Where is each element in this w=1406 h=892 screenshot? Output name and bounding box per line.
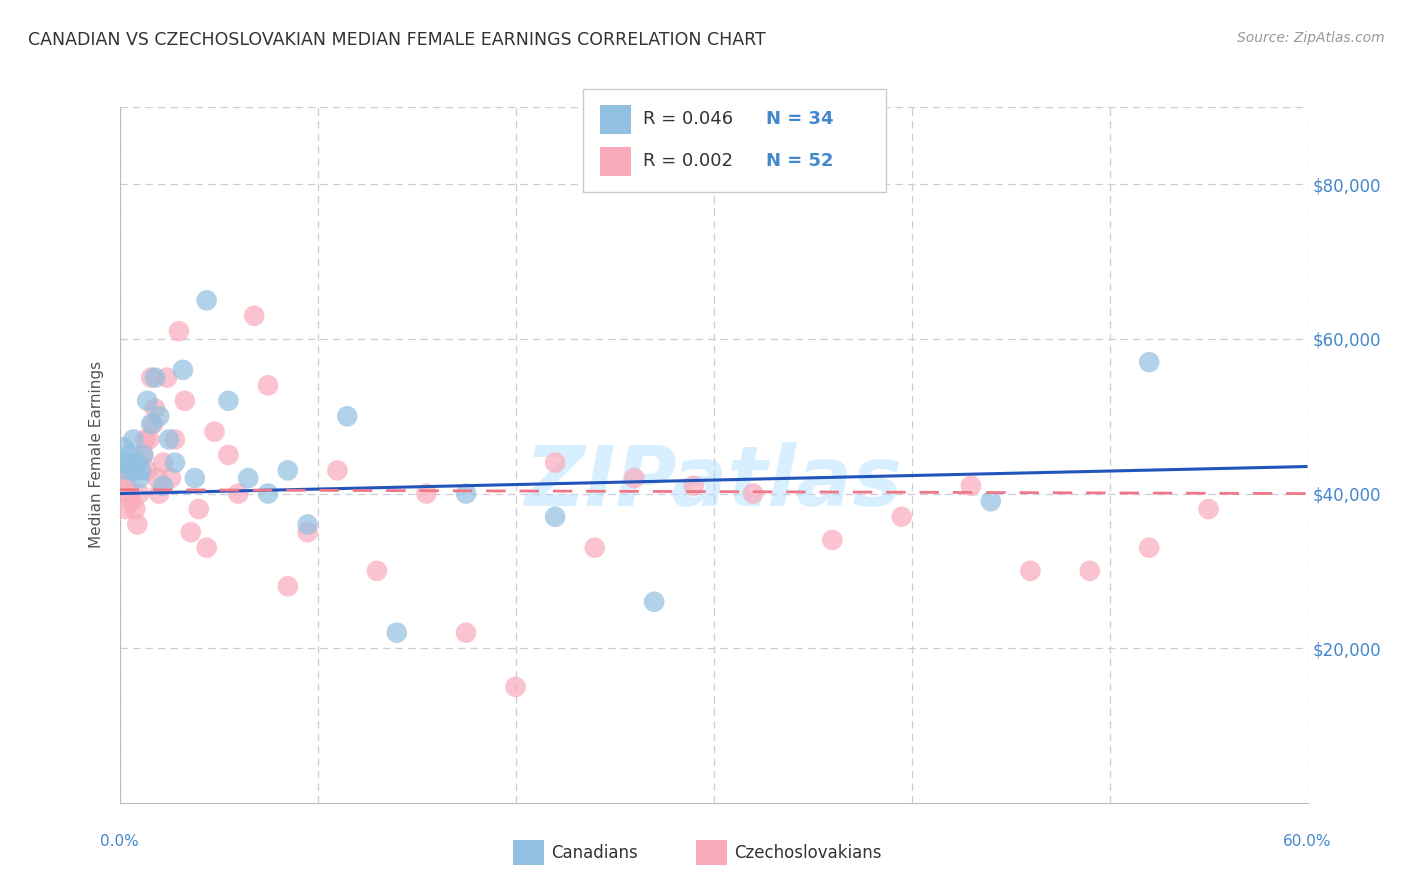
Point	[110, 456, 132, 470]
Point	[128, 471, 150, 485]
Point	[148, 409, 170, 424]
Text: Czechoslovakians: Czechoslovakians	[734, 844, 882, 862]
Point	[415, 486, 437, 500]
Point	[277, 463, 299, 477]
Point	[120, 456, 142, 470]
Text: R = 0.046: R = 0.046	[643, 110, 733, 128]
Point	[128, 486, 150, 500]
Point	[132, 448, 155, 462]
Y-axis label: Median Female Earnings: Median Female Earnings	[89, 361, 104, 549]
Point	[195, 541, 218, 555]
Point	[187, 502, 209, 516]
Point	[1078, 564, 1101, 578]
Point	[118, 486, 141, 500]
Point	[583, 541, 606, 555]
Point	[505, 680, 527, 694]
Point	[163, 456, 186, 470]
Point	[136, 393, 159, 408]
Point	[1137, 355, 1160, 369]
Point	[1198, 502, 1220, 516]
Point	[180, 525, 202, 540]
Text: Source: ZipAtlas.com: Source: ZipAtlas.com	[1237, 31, 1385, 45]
Point	[122, 433, 145, 447]
Point	[544, 456, 567, 470]
Point	[544, 509, 567, 524]
Point	[195, 293, 218, 308]
Point	[112, 456, 135, 470]
Point	[890, 509, 912, 524]
Text: 0.0%: 0.0%	[100, 834, 139, 849]
Point	[163, 433, 186, 447]
Point	[257, 486, 280, 500]
Point	[132, 448, 155, 462]
Point	[1137, 541, 1160, 555]
Point	[120, 494, 142, 508]
Point	[129, 463, 152, 477]
Point	[143, 401, 166, 416]
Point	[117, 471, 139, 485]
Point	[124, 463, 146, 477]
Text: Canadians: Canadians	[551, 844, 638, 862]
Point	[643, 595, 665, 609]
Text: ZIPatlas: ZIPatlas	[524, 442, 903, 524]
Point	[257, 378, 280, 392]
Point	[204, 425, 226, 439]
Point	[217, 448, 239, 462]
Point	[114, 502, 136, 516]
Point	[336, 409, 359, 424]
Point	[623, 471, 645, 485]
Point	[127, 517, 149, 532]
Point	[366, 564, 388, 578]
Text: CANADIAN VS CZECHOSLOVAKIAN MEDIAN FEMALE EARNINGS CORRELATION CHART: CANADIAN VS CZECHOSLOVAKIAN MEDIAN FEMAL…	[28, 31, 766, 49]
Point	[122, 463, 145, 477]
Point	[124, 502, 146, 516]
Text: R = 0.002: R = 0.002	[643, 153, 733, 170]
Point	[141, 370, 163, 384]
Point	[156, 370, 179, 384]
Point	[127, 456, 149, 470]
Point	[160, 471, 183, 485]
Point	[297, 517, 319, 532]
Point	[152, 456, 174, 470]
Point	[960, 479, 983, 493]
Point	[157, 433, 180, 447]
Point	[110, 479, 132, 493]
Point	[118, 448, 141, 462]
Text: N = 52: N = 52	[766, 153, 834, 170]
Point	[146, 471, 169, 485]
Point	[142, 417, 165, 431]
Point	[742, 486, 765, 500]
Text: 60.0%: 60.0%	[1284, 834, 1331, 849]
Point	[112, 440, 135, 454]
Point	[454, 625, 477, 640]
Point	[173, 393, 195, 408]
Point	[138, 433, 160, 447]
Point	[172, 363, 194, 377]
Point	[243, 309, 266, 323]
Point	[134, 433, 156, 447]
Point	[385, 625, 408, 640]
Point	[141, 417, 163, 431]
Point	[297, 525, 319, 540]
Point	[148, 486, 170, 500]
Point	[277, 579, 299, 593]
Point	[117, 463, 139, 477]
Point	[184, 471, 207, 485]
Point	[1019, 564, 1042, 578]
Point	[136, 463, 159, 477]
Point	[238, 471, 260, 485]
Point	[167, 324, 190, 338]
Point	[143, 370, 166, 384]
Text: N = 34: N = 34	[766, 110, 834, 128]
Point	[980, 494, 1002, 508]
Point	[326, 463, 349, 477]
Point	[228, 486, 250, 500]
Point	[454, 486, 477, 500]
Point	[114, 456, 136, 470]
Point	[217, 393, 239, 408]
Point	[152, 479, 174, 493]
Point	[682, 479, 704, 493]
Point	[821, 533, 844, 547]
